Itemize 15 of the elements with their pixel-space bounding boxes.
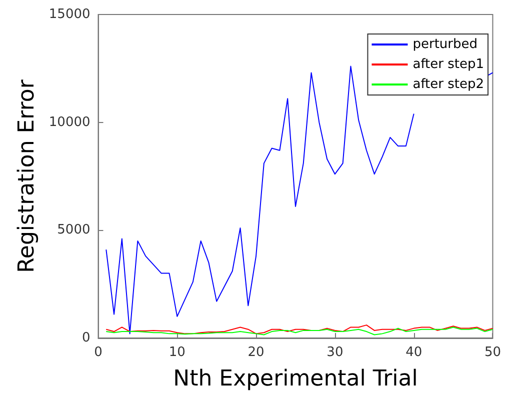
- y-tick-label: 0: [82, 330, 90, 346]
- x-axis-title: Nth Experimental Trial: [173, 366, 418, 392]
- y-tick-label: 10000: [48, 114, 90, 130]
- x-tick-label: 40: [406, 345, 422, 360]
- x-tick-label: 20: [248, 345, 264, 360]
- legend-label: after step2: [412, 77, 484, 92]
- x-tick-label: 50: [484, 345, 501, 360]
- y-tick-label: 5000: [57, 222, 90, 238]
- y-tick-label: 15000: [48, 7, 90, 22]
- legend-label: perturbed: [412, 37, 478, 52]
- legend-label: after step1: [412, 57, 484, 72]
- x-tick-label: 10: [168, 345, 186, 360]
- y-axis-title: Registration Error: [14, 78, 40, 273]
- x-tick-label: 0: [94, 345, 102, 360]
- x-tick-label: 30: [326, 345, 344, 360]
